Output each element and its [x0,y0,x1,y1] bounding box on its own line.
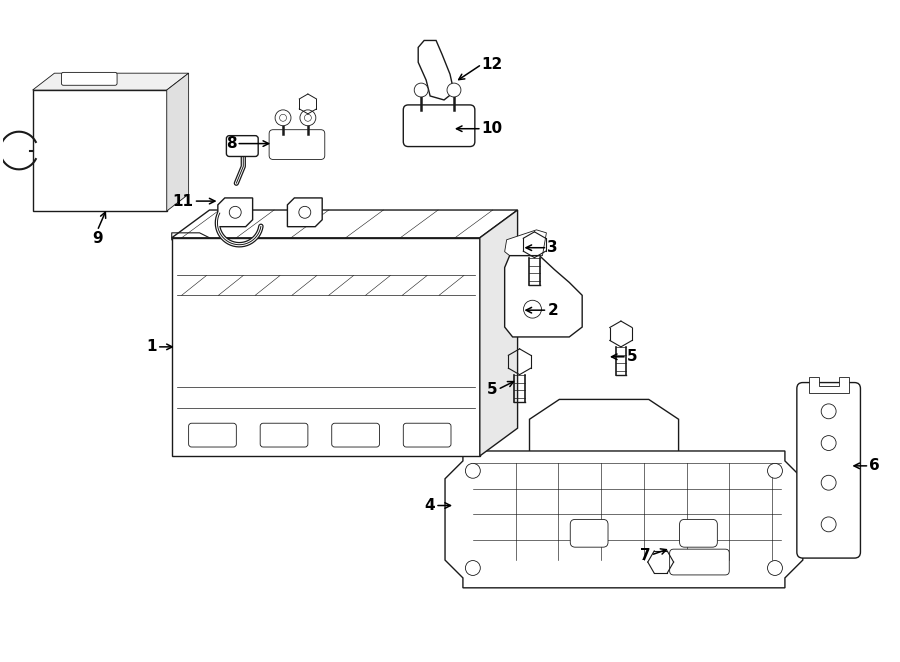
Polygon shape [166,73,189,211]
Circle shape [465,463,481,478]
Polygon shape [809,377,849,393]
Circle shape [821,475,836,490]
Polygon shape [172,238,480,456]
Polygon shape [418,40,454,100]
Text: 11: 11 [173,193,194,209]
Circle shape [821,436,836,450]
FancyBboxPatch shape [680,520,717,547]
Text: 2: 2 [547,303,558,318]
Polygon shape [218,198,253,226]
Polygon shape [445,451,803,588]
Circle shape [300,110,316,126]
FancyBboxPatch shape [61,72,117,85]
Circle shape [768,463,782,478]
Text: 10: 10 [482,121,503,136]
Circle shape [447,83,461,97]
Circle shape [275,110,291,126]
Polygon shape [505,256,582,337]
Text: 3: 3 [547,240,558,256]
Text: 12: 12 [482,57,503,71]
Circle shape [414,83,428,97]
Text: 6: 6 [869,458,880,473]
Circle shape [821,404,836,419]
Circle shape [280,115,286,121]
Circle shape [465,561,481,575]
Text: 9: 9 [92,231,103,246]
Text: 8: 8 [226,136,237,151]
Text: 4: 4 [425,498,435,513]
Circle shape [299,207,310,218]
Circle shape [768,561,782,575]
Text: 5: 5 [627,350,637,364]
Polygon shape [287,198,322,226]
FancyBboxPatch shape [571,520,608,547]
Polygon shape [32,90,166,211]
FancyBboxPatch shape [403,105,475,146]
Text: 1: 1 [147,340,157,354]
Text: 7: 7 [640,547,651,563]
Circle shape [524,301,542,318]
FancyBboxPatch shape [227,136,258,156]
FancyBboxPatch shape [670,549,729,575]
FancyBboxPatch shape [796,383,860,558]
Polygon shape [32,73,189,90]
FancyBboxPatch shape [269,130,325,160]
Circle shape [821,517,836,532]
Polygon shape [172,210,518,238]
Circle shape [230,207,241,218]
Text: 5: 5 [487,382,498,397]
Circle shape [304,115,311,121]
Polygon shape [480,210,518,456]
Polygon shape [505,230,546,256]
